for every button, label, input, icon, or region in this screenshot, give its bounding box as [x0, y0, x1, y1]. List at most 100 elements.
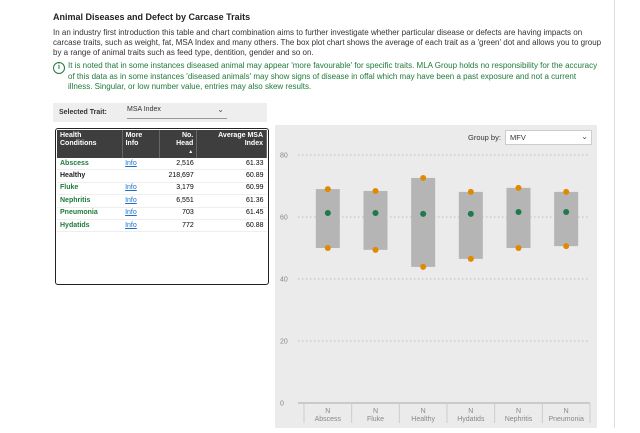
table-row: Nephritis Info 6,551 61.36 [57, 194, 267, 208]
x-tick-label: N [468, 408, 473, 415]
y-tick-label: 0 [280, 401, 284, 408]
column-header: More Info [122, 130, 161, 158]
info-link[interactable]: Info [125, 209, 137, 217]
x-tick-label: Abscess [315, 416, 342, 423]
box [506, 187, 531, 248]
mean-dot [467, 210, 474, 217]
table-box: Health Conditions More Info No. Head ▲ Avera… [55, 128, 269, 285]
column-header: No. Head ▲ [159, 130, 198, 158]
x-tick-label: N [325, 408, 330, 415]
lower-dot [420, 263, 427, 270]
box [458, 191, 483, 259]
table-row: Healthy 218,697 60.89 [57, 169, 267, 183]
mean-dot [420, 210, 427, 217]
y-tick-label: 80 [280, 153, 288, 160]
upper-dot [420, 174, 427, 181]
x-tick-label: N [373, 408, 378, 415]
x-tick-label: N [564, 408, 569, 415]
x-tick-label: Fluke [367, 416, 384, 423]
lower-dot [515, 245, 522, 251]
info-link[interactable]: Info [125, 196, 137, 204]
chevron: ⌄ [581, 132, 588, 141]
x-tick-label: N [516, 408, 521, 415]
chart: 020406080NAbscessNFlukeNHealthyNHydatids… [280, 153, 591, 423]
cell: 60.88 [196, 219, 267, 233]
upper-dot [372, 187, 379, 194]
column-header: Average MSA Index [196, 130, 267, 158]
info-link[interactable]: Info [125, 221, 137, 229]
info-link[interactable]: Info [125, 184, 137, 192]
cell: Fluke [57, 182, 123, 196]
x-tick-label: Hydatids [457, 416, 485, 423]
cell: 218,697 [159, 169, 197, 183]
title: Animal Diseases and Defect by Carcase Tr… [53, 12, 251, 22]
cell: 61.33 [196, 158, 267, 171]
table-row: Hydatids Info 772 60.88 [57, 219, 267, 233]
group-label: Group by: [468, 133, 501, 142]
upper-dot [467, 188, 474, 195]
box [363, 190, 388, 250]
trait-select[interactable]: MSA Index ⌄ [127, 105, 227, 119]
box [315, 189, 340, 248]
trait-bar [53, 103, 267, 122]
cell: 60.99 [196, 182, 267, 196]
cell: Info [122, 219, 160, 233]
cell: Info [122, 182, 160, 196]
column-header: Health Conditions [57, 130, 123, 158]
trait-value: MSA Index [127, 106, 161, 113]
edge [614, 0, 615, 428]
cell: Nephritis [57, 194, 123, 208]
table: Health Conditions More Info No. Head ▲ Avera… [57, 130, 267, 233]
mean-dot [515, 209, 522, 216]
mean-dot [372, 209, 379, 216]
chart-panel: 0 20 40 60 80 N Abscess N Fluke N Healthy N Hydatids… [275, 125, 597, 428]
note: It is noted that in some instances disea… [68, 61, 598, 91]
cell: 772 [159, 219, 197, 233]
cell: 2,516 [159, 158, 197, 171]
upper-dot [324, 186, 331, 193]
x-tick-label: N [421, 408, 426, 415]
mean-dot [324, 209, 331, 216]
x-tick-label: Pneumonia [548, 416, 584, 423]
group-value: MFV [510, 133, 526, 142]
upper-dot [563, 188, 570, 195]
cell: 703 [159, 207, 197, 220]
intro: In an industry first introduction this t… [53, 28, 602, 57]
info-icon: i [53, 62, 65, 74]
box [554, 191, 579, 247]
y-tick-label: 60 [280, 215, 288, 222]
x-tick-label: Nephritis [505, 416, 533, 423]
cell: 6,551 [159, 194, 197, 208]
cell: Info [122, 158, 160, 171]
lower-dot [372, 246, 379, 253]
cell: 3,179 [159, 182, 197, 196]
table-row: Pneumonia Info 703 61.45 [57, 207, 267, 220]
upper-dot [515, 184, 522, 191]
trait-label: Selected Trait: [59, 109, 107, 116]
cell: Healthy [57, 169, 123, 183]
table-row: Abscess Info 2,516 61.33 [57, 158, 267, 171]
y-tick-label: 20 [280, 339, 288, 346]
lower-dot [467, 255, 474, 262]
box [411, 177, 436, 267]
cell: Hydatids [57, 219, 123, 233]
mean-dot [563, 209, 570, 216]
cell: 61.36 [196, 194, 267, 208]
header-row: Health Conditions More Info No. Head ▲ Avera… [57, 130, 267, 158]
lower-dot [324, 245, 331, 251]
cell: Info [122, 207, 160, 220]
x-tick-label: Healthy [411, 416, 435, 423]
cell: Abscess [57, 158, 123, 171]
cell: Pneumonia [57, 207, 123, 220]
cell: Info [122, 194, 160, 208]
y-tick-label: 40 [280, 277, 288, 284]
info-link[interactable]: Info [125, 159, 137, 167]
cell: 60.89 [196, 169, 267, 183]
cell [122, 169, 160, 183]
cell: 61.45 [196, 207, 267, 220]
table-row: Fluke Info 3,179 60.99 [57, 182, 267, 196]
group-select[interactable]: MFV ⌄ [505, 130, 592, 145]
sort-arrow[interactable]: ▲ [188, 149, 194, 155]
chevron: ⌄ [217, 105, 224, 114]
